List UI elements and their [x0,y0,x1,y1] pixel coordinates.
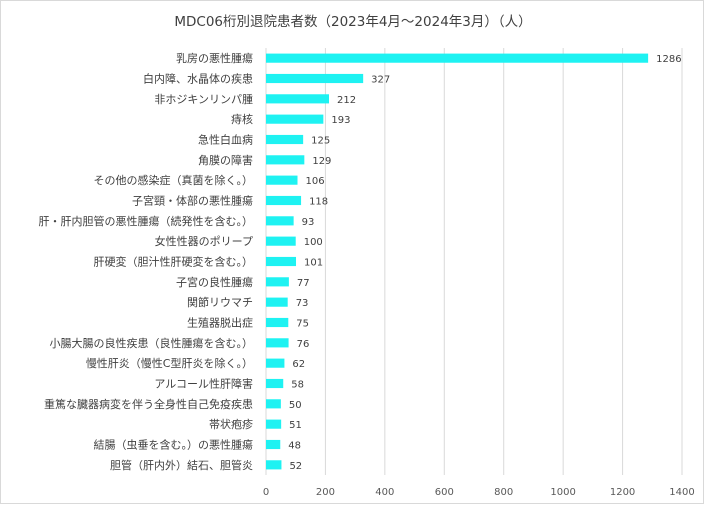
chart-title: MDC06桁別退院患者数（2023年4月～2024年3月）（人） [174,14,531,30]
value-label: 77 [297,278,310,289]
bar [266,256,297,267]
category-label: 女性性器のポリープ [155,234,253,248]
value-label: 76 [297,339,310,350]
value-label: 62 [292,359,305,370]
category-label: 白内障、水晶体の疾患 [143,72,253,86]
bar [266,378,284,389]
bar [266,277,289,287]
bar [266,460,282,470]
value-label: 106 [305,176,324,187]
x-tick-label: 1000 [550,487,575,498]
value-label: 73 [296,298,309,309]
x-tick-label: 600 [435,487,454,498]
category-label: 非ホジキンリンパ腫 [154,92,253,106]
category-label: 帯状疱疹 [209,417,253,431]
category-label: 子宮頸・体部の悪性腫瘍 [132,194,253,208]
value-label: 50 [289,400,302,411]
bar [266,114,324,124]
category-label: 関節リウマチ [187,295,253,309]
bar [266,317,289,328]
value-label: 118 [309,197,328,208]
category-label: 慢性肝炎（慢性C型肝炎を除く。） [86,356,253,370]
category-label: 小腸大腸の良性疾患（良性腫瘍を含む。） [50,336,254,350]
value-label: 75 [296,319,309,330]
bar [266,53,649,63]
x-tick-label: 800 [494,487,513,498]
category-label: 痔核 [231,112,253,126]
value-label: 58 [291,380,304,391]
value-label: 212 [337,95,356,106]
bars [266,53,649,470]
value-label: 93 [302,217,315,228]
bar [266,94,329,104]
bar [266,439,281,450]
x-tick-label: 1400 [669,487,694,498]
category-label: 急性白血病 [198,133,253,147]
category-label: 肝・肝内胆管の悪性腫瘍（続発性を含む。） [39,214,254,228]
bar [266,399,281,409]
value-label: 101 [304,258,323,269]
category-label: 乳房の悪性腫瘍 [176,51,253,65]
x-tick-label: 1200 [610,487,635,498]
bar [266,297,288,307]
bar [266,134,304,145]
bar [266,358,285,368]
x-tick-label: 400 [375,487,394,498]
category-label: 生殖器脱出症 [187,316,253,330]
category-label: 子宮の良性腫瘍 [176,275,253,289]
value-label: 125 [311,136,330,147]
value-label: 48 [288,441,301,452]
bar [266,195,302,206]
bar [266,175,298,185]
value-label: 193 [331,115,350,126]
category-labels: 乳房の悪性腫瘍白内障、水晶体の疾患非ホジキンリンパ腫痔核急性白血病角膜の障害その… [39,51,254,472]
gridlines [265,48,683,475]
category-label: アルコール性肝障害 [154,377,253,391]
x-tick-label: 200 [316,487,335,498]
value-label: 1286 [656,54,681,65]
bar [266,338,289,348]
bar [266,73,364,84]
category-label: その他の感染症（真菌を除く。） [94,173,254,187]
bar [266,216,294,226]
value-label: 129 [312,156,331,167]
bar [266,155,305,165]
category-label: 肝硬変（胆汁性肝硬変を含む。） [94,255,254,269]
category-label: 重篤な臓器病変を伴う全身性自己免疫疾患 [44,397,253,411]
x-tick-labels: 0 200 400 600 800 1000 1200 1400 [263,487,695,498]
value-label: 51 [289,420,302,431]
x-tick-label: 0 [263,487,269,498]
bar [266,236,296,246]
category-label: 角膜の障害 [198,153,253,167]
category-label: 胆管（肝内外）結石、胆管炎 [110,458,253,472]
bar [266,419,282,429]
value-label: 100 [304,237,323,248]
category-label: 結腸（虫垂を含む。）の悪性腫瘍 [94,438,254,452]
value-label: 327 [371,75,390,86]
value-label: 52 [289,461,302,472]
